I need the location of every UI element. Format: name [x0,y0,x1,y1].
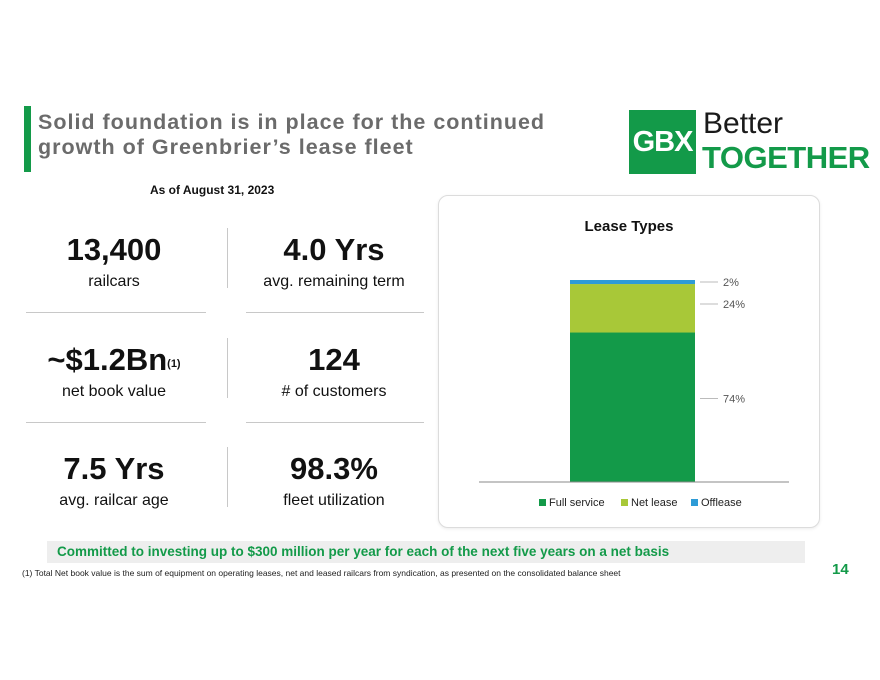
stat-divider-horizontal [26,312,206,313]
legend-swatch [539,499,546,506]
stat-divider-horizontal [246,422,424,423]
page-number: 14 [832,561,849,578]
bar-segment-full-service [570,332,695,482]
stat-remaining-term: 4.0 Yrs avg. remaining term [234,232,434,292]
stat-divider-horizontal [246,312,424,313]
lease-types-chart: Lease Types 74% 24% 2% Full service Net lea… [438,195,820,528]
stat-label: avg. railcar age [59,492,169,509]
stat-railcar-age: 7.5 Yrs avg. railcar age [14,451,214,511]
stat-customers: 124 # of customers [234,342,434,402]
stat-value: 4.0 Yrs [283,232,385,267]
stat-value-text: ~$1.2Bn [47,342,168,377]
stat-value: 98.3% [290,451,378,486]
stat-railcars: 13,400 railcars [14,232,214,292]
bar-segment-offlease [570,280,695,285]
stat-net-book-value: ~$1.2Bn(1) net book value [14,342,214,402]
stat-label: railcars [88,273,140,290]
stat-label: fleet utilization [283,492,385,509]
stat-value: ~$1.2Bn(1) [14,342,214,378]
legend-label: Full service [549,497,605,509]
slide-title: Solid foundation is in place for the con… [38,110,546,159]
stat-label: # of customers [281,383,387,400]
title-accent-bar [24,106,31,172]
gbx-logo-box: GBX [629,110,696,174]
data-label-offlease: 2% [723,277,739,289]
data-label-net-lease: 24% [723,299,745,311]
stat-fleet-utilization: 98.3% fleet utilization [234,451,434,511]
stat-divider-vertical [227,228,228,288]
footnote: (1) Total Net book value is the sum of e… [22,568,621,578]
stat-label: avg. remaining term [263,273,405,290]
chart-title: Lease Types [585,218,674,235]
stat-value: 124 [308,342,360,377]
stat-divider-vertical [227,338,228,398]
chart-svg: Lease Types 74% 24% 2% Full service Net lea… [479,218,789,509]
legend-label: Net lease [631,497,677,509]
commitment-banner: Committed to investing up to $300 millio… [47,541,805,563]
stat-label: net book value [61,383,167,400]
stat-value: 7.5 Yrs [63,451,165,486]
legend-swatch [621,499,628,506]
logo-tagline-better: Better [703,107,784,140]
bar-segment-net-lease [570,284,695,333]
legend-label: Offlease [701,497,742,509]
legend-swatch [691,499,698,506]
stat-divider-vertical [227,447,228,507]
stat-value: 13,400 [66,232,162,267]
stat-divider-horizontal [26,422,206,423]
footnote-marker: (1) [167,358,181,370]
as-of-date: As of August 31, 2023 [150,183,275,197]
data-label-full-service: 74% [723,394,745,406]
logo-tagline-together: TOGETHER [702,140,870,175]
gbx-logo: GBX Better TOGETHER [629,107,870,175]
